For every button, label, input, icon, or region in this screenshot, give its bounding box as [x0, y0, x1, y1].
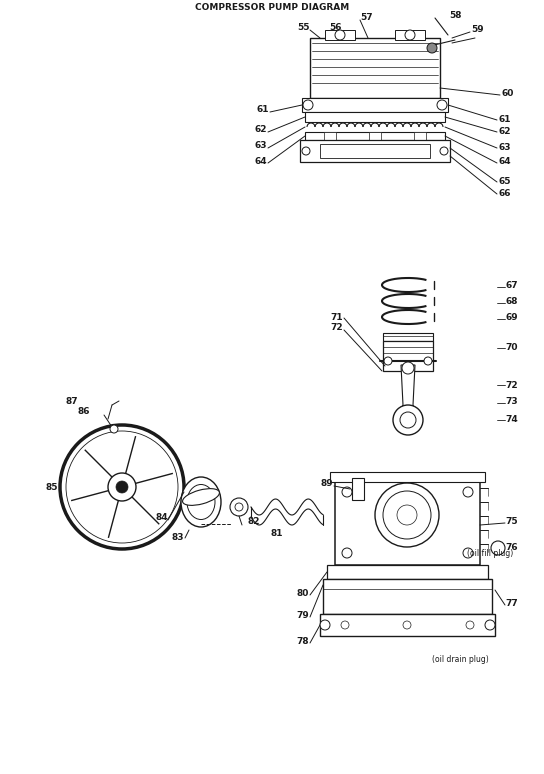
Circle shape: [108, 473, 136, 501]
Text: 76: 76: [506, 543, 518, 552]
Bar: [323, 579, 492, 614]
Bar: [310, 38, 440, 98]
Text: 77: 77: [505, 600, 518, 608]
Text: 83: 83: [172, 533, 184, 542]
Text: 82: 82: [248, 518, 260, 526]
Circle shape: [437, 100, 447, 110]
Circle shape: [393, 405, 423, 435]
Bar: [414, 132, 426, 140]
Text: 65: 65: [499, 176, 511, 186]
Circle shape: [466, 621, 474, 629]
Text: 68: 68: [506, 296, 518, 306]
Bar: [320, 614, 495, 636]
Circle shape: [110, 425, 118, 433]
Bar: [335, 480, 480, 565]
Circle shape: [335, 30, 345, 40]
Text: 73: 73: [506, 398, 518, 406]
Text: 59: 59: [472, 26, 484, 35]
Text: 58: 58: [449, 11, 461, 19]
Ellipse shape: [187, 485, 215, 519]
Text: 81: 81: [271, 529, 283, 539]
Text: 70: 70: [506, 343, 518, 351]
Text: 80: 80: [297, 590, 309, 598]
Text: 72: 72: [506, 381, 518, 389]
Bar: [383, 341, 433, 371]
Text: COMPRESSOR PUMP DIAGRAM: COMPRESSOR PUMP DIAGRAM: [195, 4, 349, 12]
Ellipse shape: [181, 477, 221, 527]
Circle shape: [320, 620, 330, 630]
Circle shape: [402, 362, 414, 374]
Circle shape: [66, 431, 178, 543]
Circle shape: [383, 491, 431, 539]
Text: 57: 57: [361, 12, 373, 22]
Circle shape: [375, 483, 439, 547]
Circle shape: [235, 503, 243, 511]
Text: 56: 56: [329, 23, 341, 33]
Circle shape: [400, 412, 416, 428]
Circle shape: [303, 100, 313, 110]
Text: 79: 79: [296, 611, 310, 621]
Bar: [324, 132, 336, 140]
Circle shape: [342, 487, 352, 497]
Circle shape: [491, 541, 505, 555]
Bar: [395, 30, 425, 40]
Circle shape: [116, 481, 128, 493]
Text: 67: 67: [506, 280, 518, 289]
Bar: [383, 333, 433, 341]
Circle shape: [463, 548, 473, 558]
Text: 71: 71: [331, 313, 343, 321]
Text: 84: 84: [156, 513, 168, 522]
Circle shape: [427, 43, 437, 53]
Bar: [369, 132, 381, 140]
Text: 74: 74: [505, 416, 518, 424]
Circle shape: [341, 621, 349, 629]
Text: (oil fill plug): (oil fill plug): [467, 550, 513, 559]
Bar: [302, 98, 448, 112]
Text: 64: 64: [255, 157, 267, 166]
Text: 55: 55: [296, 22, 309, 32]
Text: 86: 86: [78, 406, 90, 416]
Circle shape: [485, 620, 495, 630]
Bar: [325, 30, 355, 40]
Circle shape: [230, 498, 248, 516]
Text: 89: 89: [320, 480, 333, 488]
Circle shape: [424, 357, 432, 365]
Circle shape: [440, 147, 448, 155]
Polygon shape: [396, 365, 420, 420]
Text: 61: 61: [499, 115, 511, 125]
Circle shape: [302, 147, 310, 155]
Bar: [352, 478, 364, 500]
Text: 62: 62: [255, 125, 267, 135]
Text: 64: 64: [499, 157, 511, 166]
Circle shape: [60, 425, 184, 549]
Text: 78: 78: [296, 638, 310, 646]
Bar: [320, 144, 430, 158]
Bar: [305, 112, 445, 122]
Text: 62: 62: [499, 126, 511, 135]
Text: 69: 69: [506, 313, 518, 321]
Text: 63: 63: [255, 142, 267, 150]
Ellipse shape: [183, 488, 219, 505]
Circle shape: [403, 621, 411, 629]
Text: 75: 75: [506, 518, 518, 526]
Circle shape: [405, 30, 415, 40]
Text: 66: 66: [499, 189, 511, 197]
Bar: [305, 132, 445, 140]
Text: 85: 85: [46, 482, 58, 491]
Bar: [327, 565, 488, 579]
Circle shape: [397, 505, 417, 525]
Circle shape: [342, 548, 352, 558]
Circle shape: [384, 357, 392, 365]
Text: 60: 60: [502, 88, 514, 98]
Text: (oil drain plug): (oil drain plug): [431, 656, 489, 665]
Text: 63: 63: [499, 142, 511, 152]
Bar: [330, 472, 485, 482]
Text: 87: 87: [66, 396, 78, 406]
Text: 72: 72: [331, 324, 343, 333]
Text: 61: 61: [257, 105, 269, 115]
Bar: [300, 140, 450, 162]
Circle shape: [463, 487, 473, 497]
